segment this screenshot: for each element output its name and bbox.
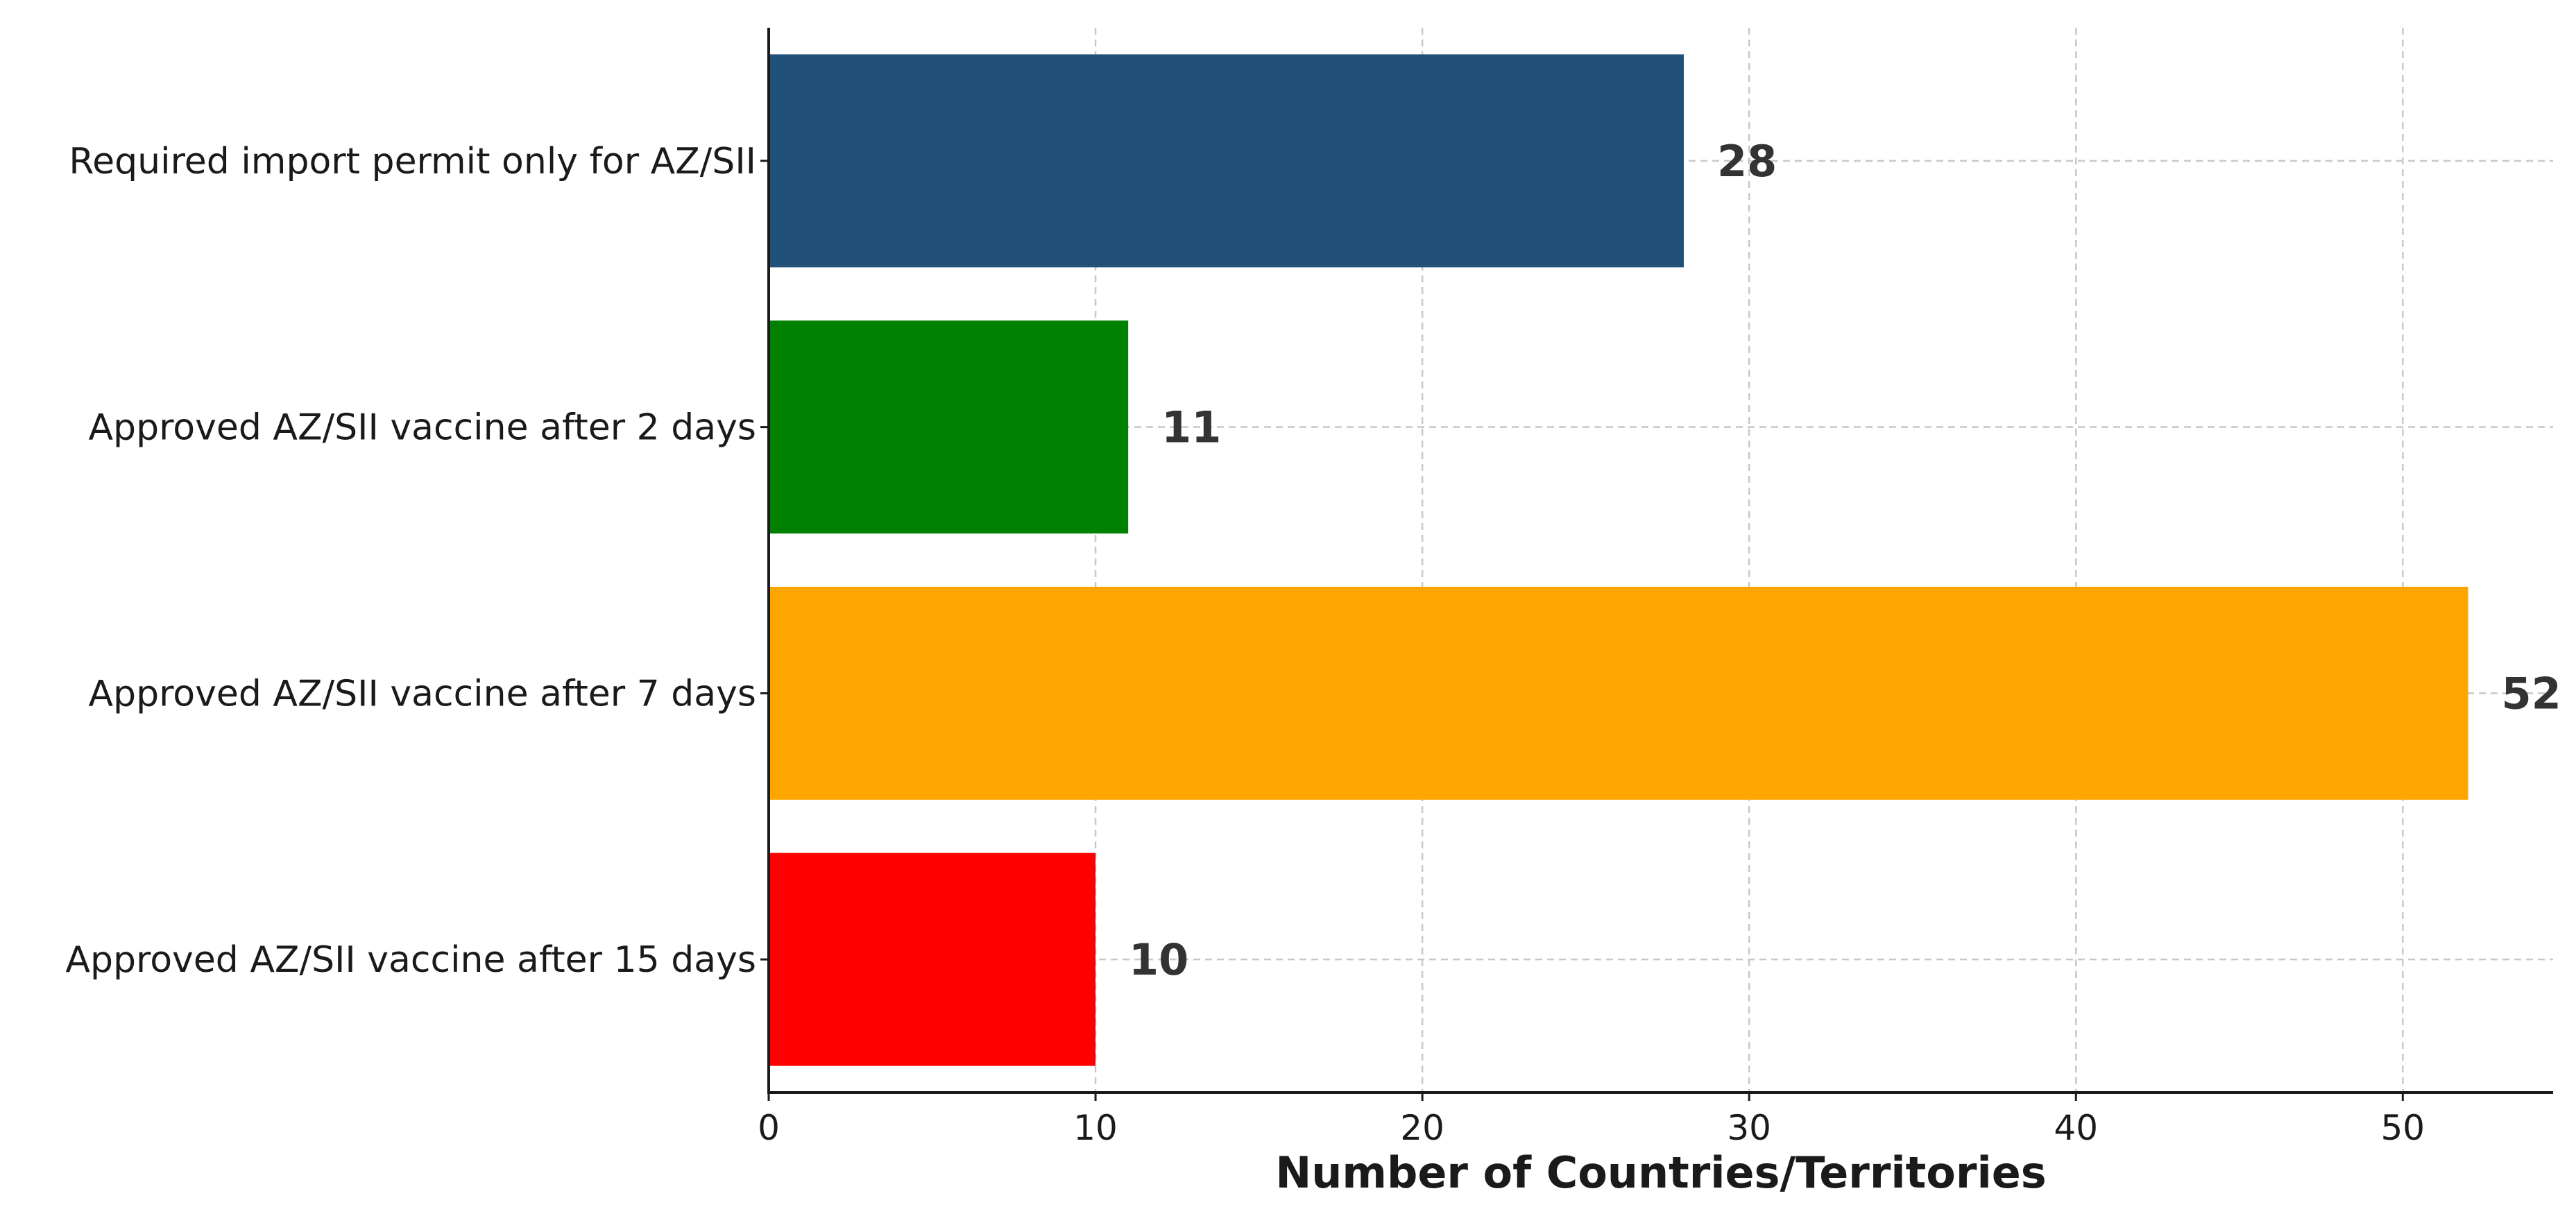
category-label: Required import permit only for AZ/SII	[69, 141, 756, 182]
bar	[769, 54, 1684, 268]
x-axis-title: Number of Countries/Territories	[1275, 1147, 2046, 1198]
category-label: Approved AZ/SII vaccine after 2 days	[88, 407, 756, 449]
x-tick-label: 40	[2054, 1108, 2098, 1148]
bar	[769, 320, 1129, 534]
bar-value-label: 11	[1161, 402, 1221, 453]
axes	[760, 28, 2553, 1101]
x-tick-label: 50	[2380, 1108, 2425, 1148]
bar-value-label: 10	[1129, 934, 1188, 985]
x-tick-label: 10	[1073, 1108, 1118, 1148]
bar-value-label: 28	[1717, 136, 1777, 187]
bar	[769, 853, 1096, 1066]
bar	[769, 586, 2468, 800]
category-label: Approved AZ/SII vaccine after 15 days	[65, 939, 756, 981]
labels: 28 Required import permit only for AZ/SII…	[65, 136, 2561, 1148]
x-tick-label: 0	[758, 1108, 780, 1148]
category-label: Approved AZ/SII vaccine after 7 days	[88, 673, 756, 714]
x-tick-label: 30	[1727, 1108, 1771, 1148]
bar-value-label: 52	[2502, 668, 2561, 719]
bars	[769, 54, 2468, 1066]
x-tick-label: 20	[1400, 1108, 1444, 1148]
